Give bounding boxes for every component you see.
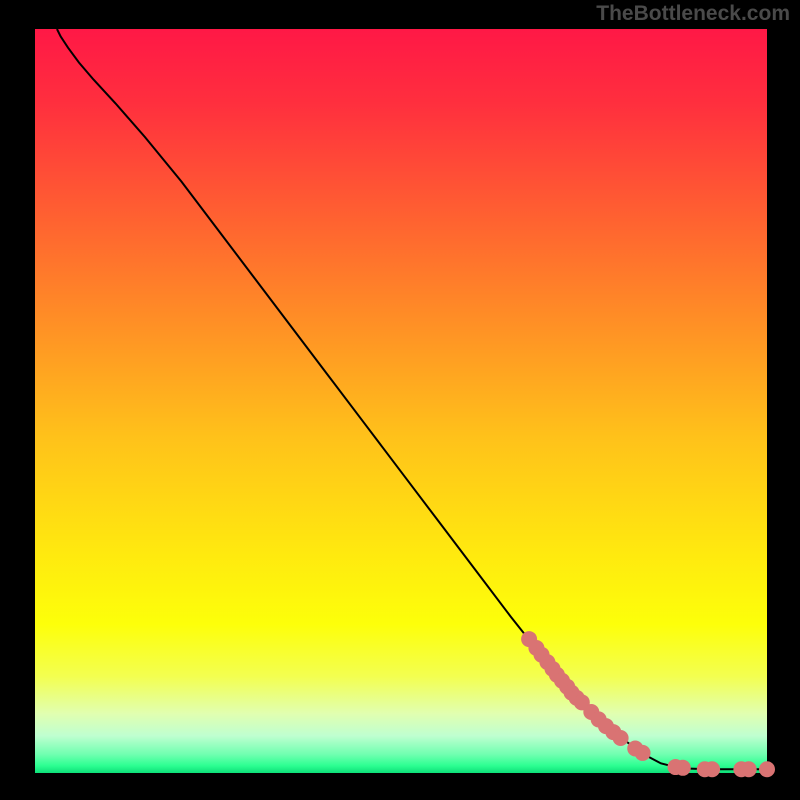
marker-point [704,761,720,777]
marker-point [759,761,775,777]
chart-svg [0,0,800,800]
marker-point [741,761,757,777]
marker-point [675,760,691,776]
watermark-label: TheBottleneck.com [596,2,790,26]
marker-point [635,745,651,761]
chart-container: TheBottleneck.com [0,0,800,800]
marker-point [613,730,629,746]
plot-background [35,29,767,773]
